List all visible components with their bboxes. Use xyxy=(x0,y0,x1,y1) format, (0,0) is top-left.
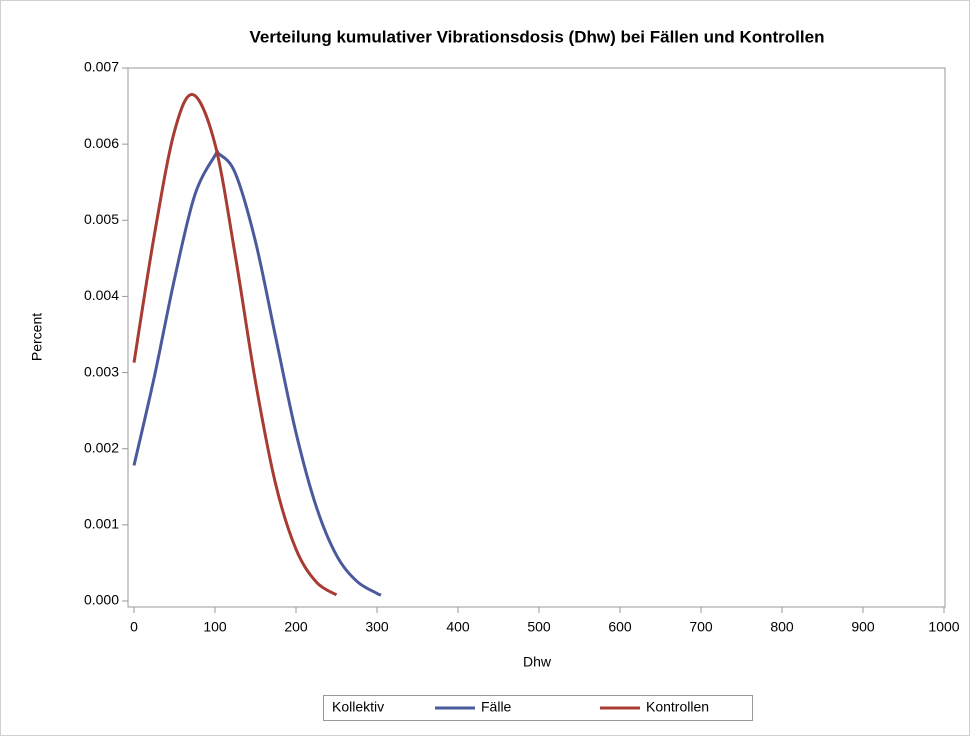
legend-label: Fälle xyxy=(481,699,512,715)
x-tick-label: 100 xyxy=(203,619,227,635)
y-tick-label: 0.000 xyxy=(84,592,119,608)
legend-label: Kontrollen xyxy=(646,699,709,715)
x-tick-label: 600 xyxy=(608,619,632,635)
x-tick-label: 800 xyxy=(770,619,794,635)
line-series xyxy=(132,93,338,597)
x-tick-label: 200 xyxy=(284,619,308,635)
y-tick-label: 0.007 xyxy=(84,59,119,75)
x-tick-label: 1000 xyxy=(928,619,959,635)
x-tick-label: 300 xyxy=(365,619,389,635)
y-tick-label: 0.004 xyxy=(84,287,119,303)
x-tick-label: 400 xyxy=(446,619,470,635)
plot-frame xyxy=(127,67,946,608)
chart-title: Verteilung kumulativer Vibrationsdosis (… xyxy=(250,27,825,46)
x-tick-label: 700 xyxy=(689,619,713,635)
y-tick-label: 0.006 xyxy=(84,135,119,151)
x-tick-label: 0 xyxy=(130,619,138,635)
y-tick-label: 0.005 xyxy=(84,211,119,227)
x-tick-label: 900 xyxy=(851,619,875,635)
line-series xyxy=(132,149,382,597)
legend-title: Kollektiv xyxy=(332,699,384,715)
y-tick-label: 0.002 xyxy=(84,439,119,455)
y-tick-label: 0.001 xyxy=(84,516,119,532)
y-tick-label: 0.003 xyxy=(84,363,119,379)
x-axis-label: Dhw xyxy=(523,654,552,670)
x-tick-label: 500 xyxy=(527,619,551,635)
y-axis-label: Percent xyxy=(29,313,45,361)
legend-box xyxy=(323,695,753,721)
